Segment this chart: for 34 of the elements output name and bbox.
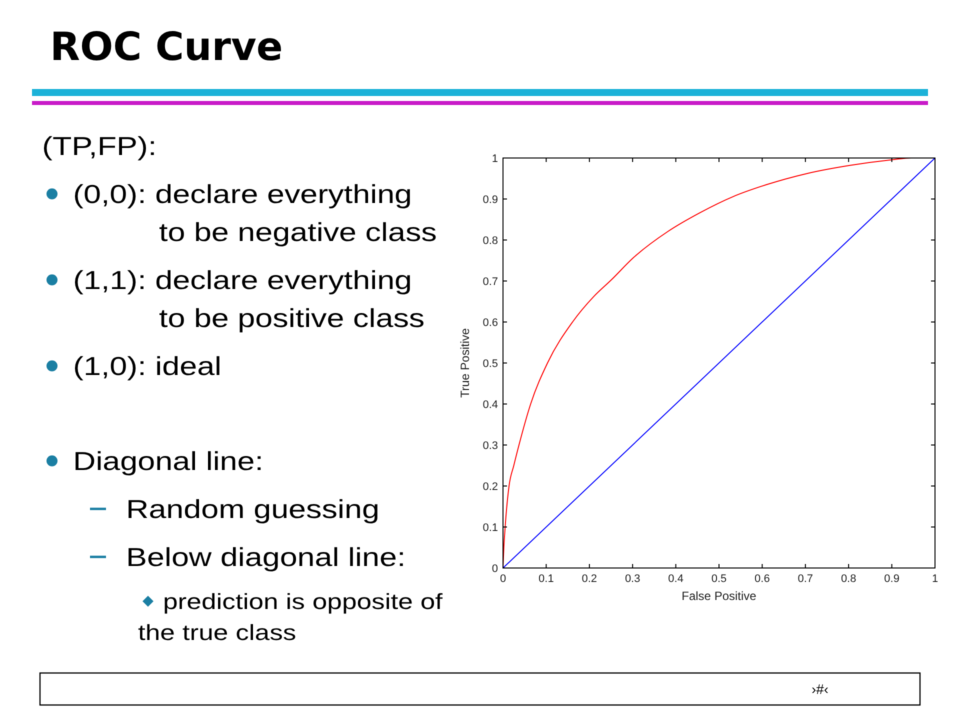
text: (1,1): declare everything to be positive class (73, 266, 425, 334)
text: Below diagonal line: (126, 543, 406, 572)
text: prediction is opposite of the true class (138, 590, 443, 646)
x-tick-label: 0.7 (798, 573, 814, 585)
x-tick-label: 0.6 (754, 573, 770, 585)
y-tick-label: 0.9 (482, 194, 498, 206)
y-tick-label: 0.3 (482, 440, 498, 452)
x-tick-label: 0.2 (582, 573, 598, 585)
text: (0,0): declare everything to be negative class (73, 180, 437, 248)
text: Diagonal line: (73, 447, 264, 476)
text: (1,0): ideal (73, 352, 222, 382)
y-tick-label: 0.5 (482, 358, 498, 370)
y-tick-label: 0 (492, 563, 498, 575)
x-tick-label: 1 (932, 573, 938, 585)
x-tick-label: 0.3 (624, 573, 640, 585)
y-tick-label: 0.8 (482, 235, 498, 247)
text: (TP,FP): (42, 132, 157, 162)
text: ›#‹ (811, 681, 829, 697)
x-tick-label: 0.5 (711, 573, 727, 585)
y-tick-label: 1 (492, 153, 498, 165)
y-tick-label: 0.7 (482, 276, 498, 288)
y-axis-title: True Positive (458, 328, 472, 398)
x-tick-label: 0.1 (538, 573, 554, 585)
y-tick-label: 0.1 (482, 522, 498, 534)
x-tick-label: 0.4 (668, 573, 684, 585)
x-tick-label: 0.9 (884, 573, 900, 585)
x-axis-title: False Positive (682, 589, 757, 603)
text: ROC Curve (50, 25, 283, 70)
y-tick-label: 0.6 (482, 317, 498, 329)
y-tick-label: 0.4 (482, 399, 498, 411)
y-tick-label: 0.2 (482, 481, 498, 493)
x-tick-label: 0 (500, 573, 506, 585)
x-tick-label: 0.8 (840, 573, 856, 585)
text: Random guessing (126, 495, 380, 524)
